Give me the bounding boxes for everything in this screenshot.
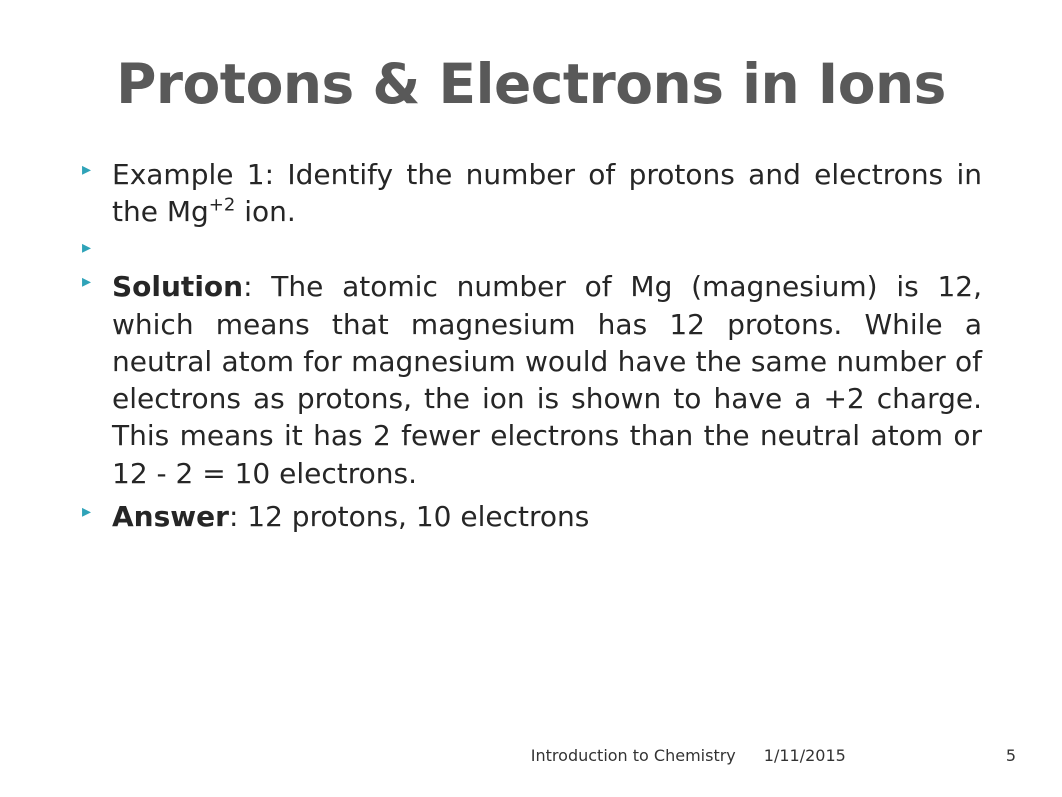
answer-label: Answer [112, 500, 229, 533]
bullet-empty [112, 236, 982, 262]
footer-page-number: 5 [1006, 746, 1016, 765]
example-superscript: +2 [209, 195, 236, 216]
bullet-solution: Solution: The atomic number of Mg (magne… [112, 268, 982, 491]
slide-footer: Introduction to Chemistry 1/11/2015 5 [0, 746, 1062, 765]
footer-date: 1/11/2015 [764, 746, 846, 765]
example-text-post: ion. [235, 195, 295, 228]
slide-title: Protons & Electrons in Ions [50, 52, 1012, 116]
slide: Protons & Electrons in Ions Example 1: I… [0, 0, 1062, 797]
bullet-example: Example 1: Identify the number of proton… [112, 156, 982, 230]
bullet-list: Example 1: Identify the number of proton… [50, 156, 1012, 535]
answer-text: : 12 protons, 10 electrons [229, 500, 589, 533]
footer-course: Introduction to Chemistry [531, 746, 736, 765]
bullet-answer: Answer: 12 protons, 10 electrons [112, 498, 982, 535]
solution-text: : The atomic number of Mg (magnesium) is… [112, 270, 982, 489]
solution-label: Solution [112, 270, 243, 303]
